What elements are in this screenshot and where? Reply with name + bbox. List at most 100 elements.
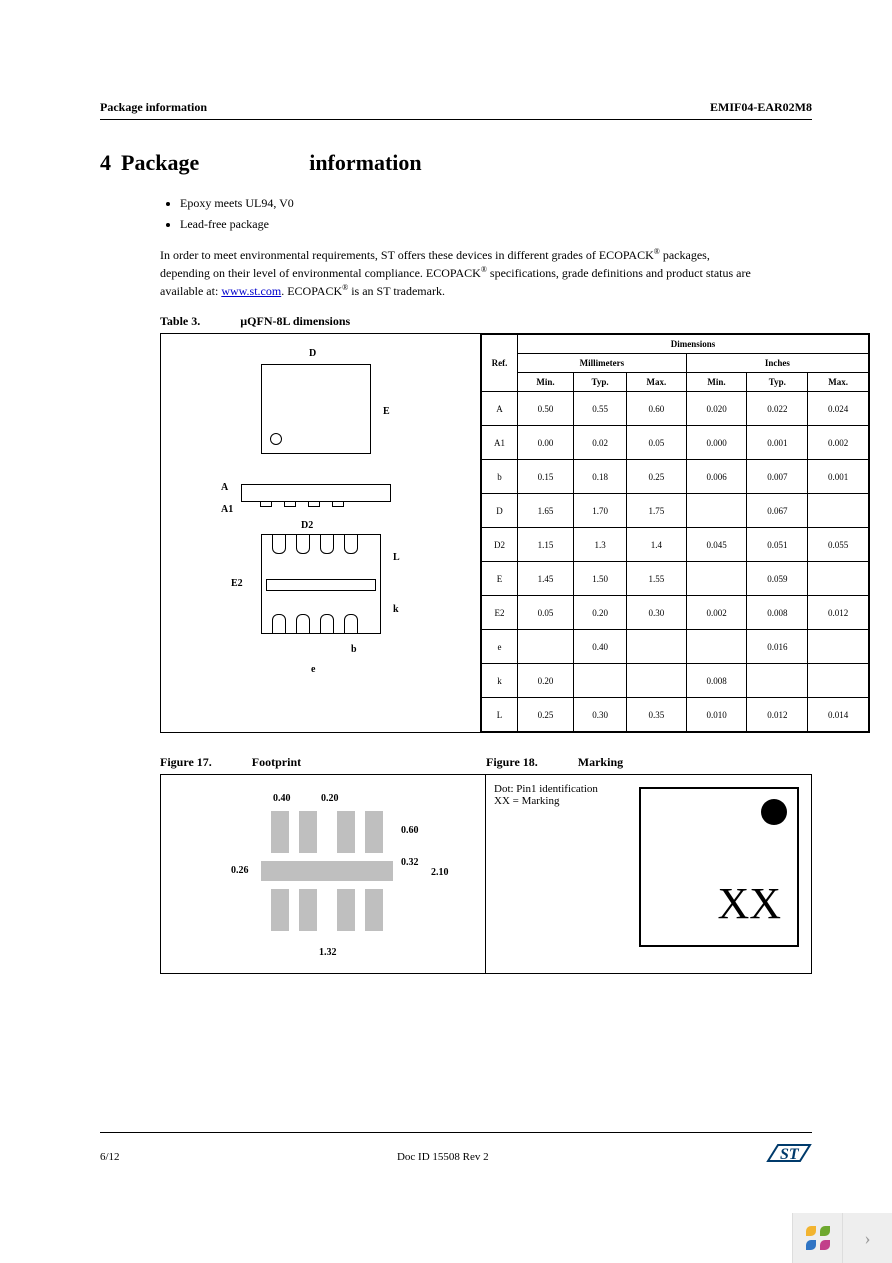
marking-xx: XX bbox=[717, 878, 781, 929]
cell-ref: A bbox=[482, 392, 518, 426]
cell-value: 0.25 bbox=[518, 698, 574, 732]
cell-value: 0.012 bbox=[747, 698, 808, 732]
cell-value: 1.50 bbox=[573, 562, 626, 596]
dimensions-tbody: A0.500.550.600.0200.0220.024A10.000.020.… bbox=[482, 392, 869, 732]
footprint-center-pad bbox=[261, 861, 393, 881]
dim-pad-w: 0.40 bbox=[273, 793, 291, 804]
svg-text:ST: ST bbox=[780, 1146, 800, 1163]
lbl-k: k bbox=[393, 604, 399, 615]
lbl-E: E bbox=[383, 406, 390, 417]
cell-value bbox=[573, 664, 626, 698]
doc-id: Doc ID 15508 Rev 2 bbox=[397, 1151, 489, 1163]
lbl-L: L bbox=[393, 552, 400, 563]
footprint-pad bbox=[337, 811, 355, 853]
figures-row: Figure 17.Footprint 0.40 0.20 0.60 0.32 … bbox=[160, 749, 812, 974]
para-text: is an ST trademark. bbox=[348, 284, 445, 298]
cell-value: 0.30 bbox=[573, 698, 626, 732]
table-row: e0.400.016 bbox=[482, 630, 869, 664]
cell-value: 0.002 bbox=[686, 596, 747, 630]
caption-number: Table 3. bbox=[160, 314, 200, 328]
st-logo: ST bbox=[766, 1141, 812, 1173]
cell-value: 0.40 bbox=[573, 630, 626, 664]
bullet-list: Epoxy meets UL94, V0 Lead-free package bbox=[180, 196, 812, 232]
cell-value bbox=[808, 494, 869, 528]
footprint-pad bbox=[299, 811, 317, 853]
cell-ref: E2 bbox=[482, 596, 518, 630]
pkg-side-view bbox=[241, 484, 391, 502]
package-diagram: D E A A1 D2 bbox=[161, 334, 481, 732]
next-page-button[interactable]: › bbox=[842, 1213, 892, 1263]
cell-value: 0.20 bbox=[518, 664, 574, 698]
cell-value: 0.50 bbox=[518, 392, 574, 426]
page-footer: 6/12 Doc ID 15508 Rev 2 ST bbox=[100, 1132, 812, 1173]
th-sub: Max. bbox=[627, 373, 687, 392]
cell-ref: D2 bbox=[482, 528, 518, 562]
dim-pad-h: 0.60 bbox=[401, 825, 419, 836]
section-word2: information bbox=[309, 150, 421, 175]
cell-ref: E bbox=[482, 562, 518, 596]
fig18-box: Dot: Pin1 identification XX = Marking XX bbox=[486, 774, 812, 974]
cell-value: 0.020 bbox=[686, 392, 747, 426]
cell-value bbox=[627, 664, 687, 698]
dim-height: 2.10 bbox=[431, 867, 449, 878]
cell-ref: e bbox=[482, 630, 518, 664]
cell-value: 0.001 bbox=[747, 426, 808, 460]
cell-ref: A1 bbox=[482, 426, 518, 460]
lbl-D: D bbox=[309, 348, 316, 359]
cell-value: 0.30 bbox=[627, 596, 687, 630]
section-word1: Package bbox=[121, 150, 199, 175]
cell-ref: D bbox=[482, 494, 518, 528]
para-text: In order to meet environmental requireme… bbox=[160, 248, 654, 262]
dimensions-container: D E A A1 D2 bbox=[160, 333, 870, 733]
datasheet-page: Package information EMIF04-EAR02M8 4Pack… bbox=[0, 0, 892, 1200]
cell-value: 1.75 bbox=[627, 494, 687, 528]
dim-center-w: 0.26 bbox=[231, 865, 249, 876]
cell-value: 0.059 bbox=[747, 562, 808, 596]
link-stcom[interactable]: www.st.com bbox=[221, 284, 281, 298]
fig18-caption: Figure 18.Marking bbox=[486, 755, 812, 770]
cell-value bbox=[808, 630, 869, 664]
cell-value: 0.067 bbox=[747, 494, 808, 528]
pin1-mark bbox=[270, 433, 282, 445]
cell-value bbox=[686, 630, 747, 664]
chevron-right-icon: › bbox=[865, 1228, 871, 1249]
dimensions-table: Ref. Dimensions Millimeters Inches Min. … bbox=[481, 334, 869, 732]
table-row: D1.651.701.750.067 bbox=[482, 494, 869, 528]
cell-ref: b bbox=[482, 460, 518, 494]
th-sub: Min. bbox=[686, 373, 747, 392]
cell-value bbox=[747, 664, 808, 698]
petal-icon bbox=[806, 1226, 830, 1250]
footprint-pad bbox=[271, 811, 289, 853]
cell-value: 0.010 bbox=[686, 698, 747, 732]
cell-value: 1.45 bbox=[518, 562, 574, 596]
footprint-pad bbox=[299, 889, 317, 931]
table-row: L0.250.300.350.0100.0120.014 bbox=[482, 698, 869, 732]
table-row: E20.050.200.300.0020.0080.012 bbox=[482, 596, 869, 630]
caption-title: Footprint bbox=[252, 755, 301, 769]
lbl-E2: E2 bbox=[231, 578, 243, 589]
cell-value bbox=[686, 562, 747, 596]
cell-value bbox=[627, 630, 687, 664]
th-in: Inches bbox=[686, 354, 868, 373]
cell-value: 0.05 bbox=[627, 426, 687, 460]
viewer-logo-button[interactable] bbox=[792, 1213, 842, 1263]
table-row: D21.151.31.40.0450.0510.055 bbox=[482, 528, 869, 562]
cell-value: 0.002 bbox=[808, 426, 869, 460]
cell-value: 0.008 bbox=[686, 664, 747, 698]
cell-value: 0.006 bbox=[686, 460, 747, 494]
cell-value: 0.18 bbox=[573, 460, 626, 494]
lbl-D2: D2 bbox=[301, 520, 313, 531]
body-paragraph: In order to meet environmental requireme… bbox=[160, 246, 760, 300]
cell-value: 0.001 bbox=[808, 460, 869, 494]
page-number: 6/12 bbox=[100, 1151, 120, 1163]
table3-caption: Table 3.µQFN-8L dimensions bbox=[160, 314, 812, 329]
table-row: A0.500.550.600.0200.0220.024 bbox=[482, 392, 869, 426]
cell-value: 1.4 bbox=[627, 528, 687, 562]
cell-value: 0.022 bbox=[747, 392, 808, 426]
cell-value: 0.007 bbox=[747, 460, 808, 494]
cell-ref: L bbox=[482, 698, 518, 732]
dim-center-h: 0.32 bbox=[401, 857, 419, 868]
cell-value: 0.012 bbox=[808, 596, 869, 630]
lbl-A1: A1 bbox=[221, 504, 233, 515]
footprint-pad bbox=[271, 889, 289, 931]
